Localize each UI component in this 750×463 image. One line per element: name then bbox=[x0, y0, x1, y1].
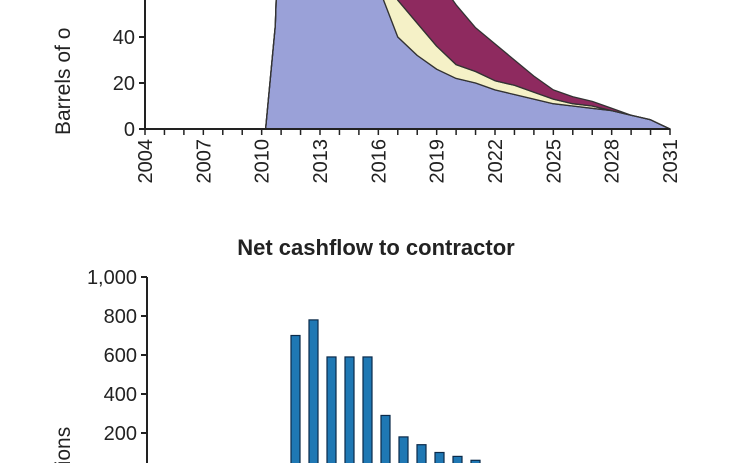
x-tick-label: 2019 bbox=[427, 139, 449, 184]
chart-title: Net cashflow to contractor bbox=[237, 235, 515, 260]
area-series-group bbox=[264, 0, 671, 130]
bar-series-group bbox=[290, 319, 481, 463]
bar-2011 bbox=[290, 334, 301, 463]
y-tick-label: 400 bbox=[104, 384, 137, 406]
x-tick-label: 2004 bbox=[135, 139, 157, 184]
bar-2013 bbox=[326, 356, 337, 463]
y-tick-label: 60 bbox=[113, 0, 135, 3]
bar-2014 bbox=[344, 356, 355, 463]
x-tick-label: 2007 bbox=[193, 139, 215, 184]
x-axis-ticks: 2004 2007 2010 2013 2016 2019 2022 2025 2028 2031 bbox=[135, 129, 682, 184]
y-tick-label: 200 bbox=[104, 423, 137, 445]
y-axis-title: lions bbox=[52, 427, 75, 463]
x-tick-label: 2016 bbox=[368, 139, 390, 184]
bar-2012 bbox=[308, 319, 319, 463]
bar-2015 bbox=[362, 356, 373, 463]
y-axis-title: Barrels of o bbox=[52, 28, 75, 135]
bar-2021 bbox=[470, 459, 481, 463]
x-tick-label: 2013 bbox=[310, 139, 332, 184]
bar-2018 bbox=[416, 444, 427, 463]
y-tick-label: 1,000 bbox=[87, 267, 137, 289]
production-area-chart: 0 20 40 60 2004 2007 2010 2013 2016 2019 2022 2025… bbox=[52, 0, 682, 184]
x-tick-label: 2028 bbox=[602, 139, 624, 184]
y-tick-label: 20 bbox=[113, 73, 135, 95]
cashflow-bar-chart: Net cashflow to contractor 0200400600800… bbox=[52, 235, 515, 463]
x-tick-label: 2010 bbox=[252, 139, 274, 184]
y-tick-label: 40 bbox=[113, 27, 135, 49]
x-tick-label: 2031 bbox=[660, 139, 682, 184]
y-tick-label: 600 bbox=[104, 345, 137, 367]
y-tick-label: 800 bbox=[104, 306, 137, 328]
x-tick-label: 2025 bbox=[543, 139, 565, 184]
bar-2020 bbox=[452, 455, 463, 463]
y-axis-ticks: 0 20 40 60 bbox=[113, 0, 145, 141]
y-axis-ticks: 02004006008001,000 bbox=[87, 267, 147, 463]
y-tick-label: 0 bbox=[124, 119, 135, 141]
x-tick-label: 2022 bbox=[485, 139, 507, 184]
bar-2017 bbox=[398, 436, 409, 463]
bar-2019 bbox=[434, 451, 445, 463]
bar-2016 bbox=[380, 414, 391, 463]
